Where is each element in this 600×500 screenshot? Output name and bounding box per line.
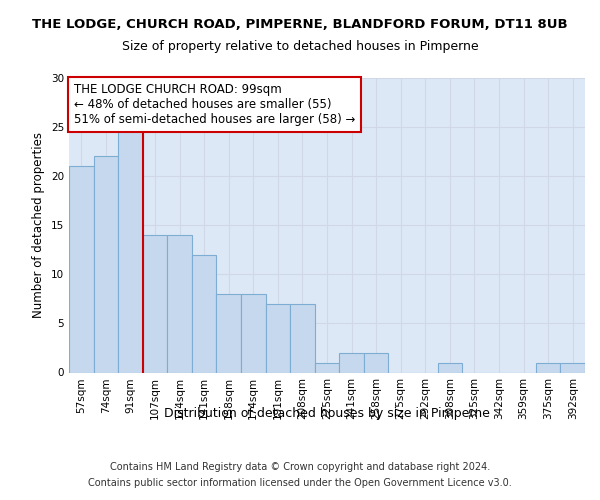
- Bar: [118, 126, 143, 372]
- Bar: [94, 156, 118, 372]
- Bar: [536, 362, 560, 372]
- Bar: [560, 362, 585, 372]
- Bar: [364, 353, 388, 372]
- Text: THE LODGE, CHURCH ROAD, PIMPERNE, BLANDFORD FORUM, DT11 8UB: THE LODGE, CHURCH ROAD, PIMPERNE, BLANDF…: [32, 18, 568, 30]
- Text: Size of property relative to detached houses in Pimperne: Size of property relative to detached ho…: [122, 40, 478, 53]
- Bar: [437, 362, 462, 372]
- Bar: [290, 304, 315, 372]
- Text: Contains HM Land Registry data © Crown copyright and database right 2024.: Contains HM Land Registry data © Crown c…: [110, 462, 490, 472]
- Text: Contains public sector information licensed under the Open Government Licence v3: Contains public sector information licen…: [88, 478, 512, 488]
- Bar: [69, 166, 94, 372]
- Bar: [217, 294, 241, 372]
- Y-axis label: Number of detached properties: Number of detached properties: [32, 132, 46, 318]
- Text: Distribution of detached houses by size in Pimperne: Distribution of detached houses by size …: [164, 408, 490, 420]
- Bar: [339, 353, 364, 372]
- Bar: [315, 362, 339, 372]
- Bar: [266, 304, 290, 372]
- Bar: [143, 235, 167, 372]
- Text: THE LODGE CHURCH ROAD: 99sqm
← 48% of detached houses are smaller (55)
51% of se: THE LODGE CHURCH ROAD: 99sqm ← 48% of de…: [74, 84, 356, 126]
- Bar: [167, 235, 192, 372]
- Bar: [241, 294, 266, 372]
- Bar: [192, 254, 217, 372]
